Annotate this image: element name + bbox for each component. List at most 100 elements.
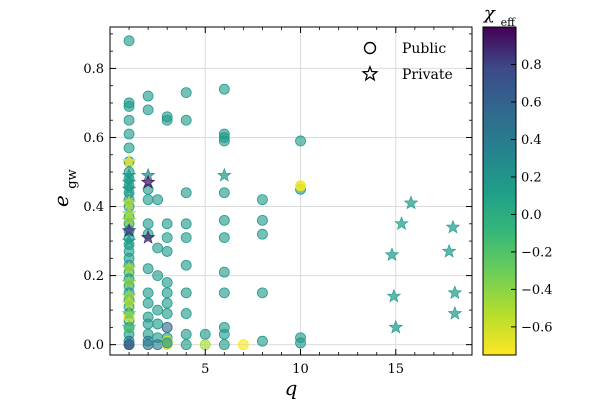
public-point (152, 194, 164, 206)
x-tick-label: 10 (292, 362, 309, 377)
axis-ticks: 5 10 15 0.0 0.2 0.4 0.6 0.8 (83, 27, 473, 377)
public-point (295, 180, 306, 192)
public-point (142, 104, 154, 116)
public-point (123, 101, 135, 112)
public-point (161, 277, 173, 288)
public-point (142, 335, 154, 347)
private-point (386, 288, 402, 303)
private-point (388, 319, 404, 334)
public-point (180, 114, 192, 126)
public-point (180, 187, 192, 199)
public-point (161, 218, 173, 230)
public-point (218, 83, 230, 95)
public-point (142, 194, 154, 206)
colorbar: −0.6 −0.4 −0.2 0.0 0.2 0.4 0.6 0.8 χ eff (482, 3, 553, 356)
private-point (121, 274, 137, 289)
private-point (140, 229, 156, 244)
data-points (121, 35, 463, 351)
public-point (152, 242, 164, 254)
colorbar-gradient (482, 26, 517, 356)
public-point (161, 308, 173, 319)
public-point (218, 232, 230, 244)
colorbar-ticks: −0.6 −0.4 −0.2 0.0 0.2 0.4 0.6 0.8 (511, 58, 553, 335)
public-point (199, 328, 211, 340)
public-point (123, 142, 135, 154)
legend-label-public: Public (402, 41, 446, 57)
private-point (121, 153, 137, 168)
public-point (152, 270, 164, 281)
public-point (218, 135, 230, 147)
public-point (161, 246, 173, 257)
private-point (121, 319, 137, 334)
public-point (180, 218, 192, 230)
public-point (199, 339, 211, 351)
public-point (180, 87, 192, 98)
y-tick-label: 0.2 (83, 269, 104, 284)
private-point (384, 247, 400, 262)
private-point (121, 305, 137, 320)
public-point (218, 266, 230, 278)
colorbar-tick-label: 0.0 (521, 208, 542, 223)
private-point (217, 167, 232, 182)
public-point (142, 318, 154, 330)
legend: Public Private (361, 41, 453, 83)
public-point (142, 263, 154, 275)
x-tick-label: 15 (388, 362, 405, 377)
public-point (295, 135, 306, 147)
colorbar-tick-label: −0.2 (521, 245, 553, 260)
public-point (295, 337, 306, 349)
public-point (180, 328, 192, 340)
private-point (121, 181, 137, 196)
public-point (142, 218, 154, 230)
y-axis-label: e gw (49, 169, 80, 207)
public-point (142, 287, 154, 299)
public-point (161, 232, 173, 244)
public-point (161, 321, 173, 333)
public-point (123, 128, 135, 140)
svg-text:e gw: e gw (49, 169, 80, 207)
public-point (218, 328, 230, 340)
public-point (218, 214, 230, 226)
public-point (161, 114, 173, 126)
public-point (257, 214, 268, 226)
public-point (180, 308, 192, 319)
y-tick-label: 0.4 (83, 200, 104, 215)
private-point (447, 285, 463, 300)
public-point (161, 337, 173, 349)
x-tick-label: 5 (201, 362, 209, 377)
public-point (180, 287, 192, 299)
private-point (447, 305, 463, 320)
public-point (123, 114, 135, 126)
public-point (218, 287, 230, 299)
public-point (123, 35, 135, 47)
legend-marker-private (361, 64, 379, 82)
public-point (218, 187, 230, 199)
private-point (121, 261, 137, 275)
public-point (257, 287, 268, 299)
legend-label-private: Private (402, 67, 453, 83)
public-point (257, 194, 268, 206)
colorbar-title-main: χ (482, 3, 496, 24)
y-tick-label: 0.6 (83, 131, 104, 146)
private-point (140, 174, 156, 189)
public-point (180, 232, 192, 244)
public-point (237, 339, 249, 351)
y-axis-label-main: e (49, 195, 73, 207)
private-point (394, 216, 409, 230)
colorbar-tick-label: 0.8 (521, 58, 542, 73)
legend-marker-public (363, 41, 377, 55)
public-point (142, 90, 154, 102)
public-point (180, 259, 192, 271)
public-point (257, 335, 268, 347)
y-tick-label: 0.8 (83, 62, 104, 77)
public-point (152, 339, 164, 351)
colorbar-tick-label: 0.2 (521, 170, 542, 185)
public-point (257, 228, 268, 240)
public-point (218, 339, 230, 351)
colorbar-title: χ eff (482, 3, 516, 29)
plot-frame (109, 26, 473, 356)
public-point (152, 304, 164, 316)
colorbar-tick-label: −0.4 (521, 283, 553, 298)
public-point (180, 339, 192, 351)
